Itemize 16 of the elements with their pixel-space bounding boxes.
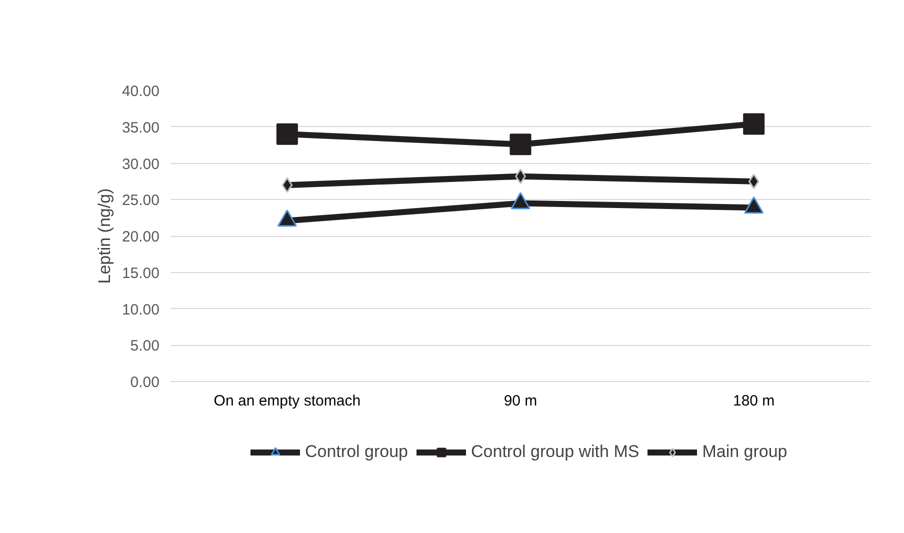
y-tick-label: 20.00 bbox=[122, 228, 160, 246]
x-tick-label: On an empty stomach bbox=[214, 392, 361, 410]
legend-label: Control group with MS bbox=[471, 442, 640, 462]
y-tick-label: 15.00 bbox=[122, 264, 160, 282]
y-tick-label: 40.00 bbox=[122, 83, 160, 100]
y-tick-label: 0.00 bbox=[130, 374, 160, 391]
y-tick-label: 35.00 bbox=[122, 119, 160, 136]
y-tick-label: 30.00 bbox=[122, 156, 160, 173]
y-tick-label: 5.00 bbox=[130, 338, 160, 355]
legend-label: Main group bbox=[702, 442, 788, 462]
y-tick-label: 25.00 bbox=[122, 192, 160, 210]
y-axis-title: Leptin (ng/g) bbox=[94, 188, 114, 284]
x-tick-label: 90 m bbox=[504, 392, 538, 410]
legend-label: Control group bbox=[305, 442, 408, 462]
x-tick-label: 180 m bbox=[732, 392, 775, 410]
y-tick-label: 10.00 bbox=[122, 301, 160, 318]
